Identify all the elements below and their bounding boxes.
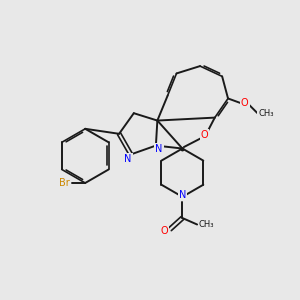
Text: Br: Br	[59, 178, 70, 188]
Text: N: N	[124, 154, 132, 164]
Text: CH₃: CH₃	[259, 109, 274, 118]
Text: O: O	[160, 226, 168, 236]
Text: N: N	[179, 190, 186, 200]
Text: O: O	[241, 98, 249, 108]
Text: N: N	[155, 144, 163, 154]
Text: CH₃: CH₃	[199, 220, 214, 229]
Text: O: O	[201, 130, 208, 140]
